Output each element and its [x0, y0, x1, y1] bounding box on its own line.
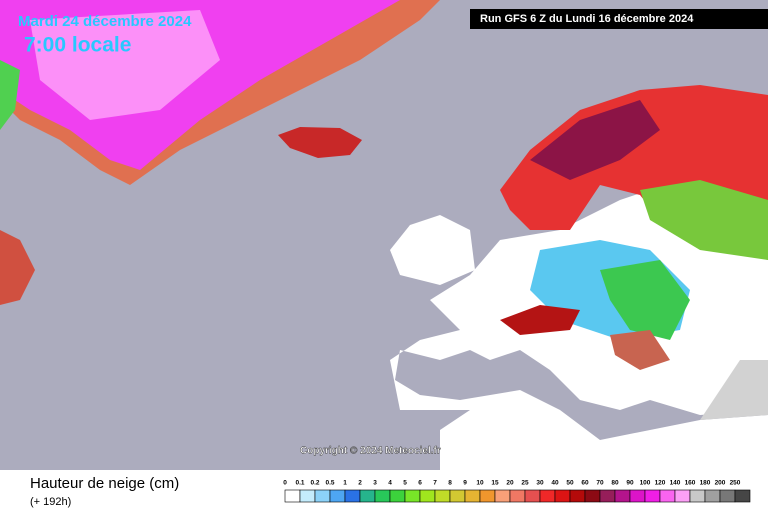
- legend-label: 140: [670, 480, 681, 487]
- legend-label: 80: [611, 480, 619, 487]
- legend-swatch: [629, 489, 646, 503]
- legend-swatch: [314, 489, 331, 503]
- legend-label: 0.1: [295, 480, 304, 487]
- legend-label: 8: [448, 480, 452, 487]
- legend-swatch: [569, 489, 586, 503]
- legend-label: 25: [521, 480, 529, 487]
- footer-lead: (+ 192h): [30, 496, 71, 508]
- legend-swatch: [299, 489, 316, 503]
- legend-swatch: [479, 489, 496, 503]
- legend-swatch: [344, 489, 361, 503]
- legend-label: 250: [730, 480, 741, 487]
- legend-label: 7: [433, 480, 437, 487]
- legend-label: 180: [700, 480, 711, 487]
- legend-label: 120: [655, 480, 666, 487]
- baltic-snow: [640, 180, 768, 260]
- legend-label: 4: [388, 480, 392, 487]
- iceland: [278, 127, 362, 158]
- britain: [390, 215, 475, 285]
- copyright: Copyright © 2024 Meteociel.fr: [300, 446, 441, 457]
- legend-swatch: [419, 489, 436, 503]
- legend-swatch: [734, 489, 751, 503]
- legend-label: 40: [551, 480, 559, 487]
- footer-title: Hauteur de neige (cm): [30, 475, 179, 492]
- legend-swatch: [539, 489, 556, 503]
- run: Run GFS 6 Z du Lundi 16 décembre 2024: [480, 13, 694, 25]
- labrador: [0, 230, 35, 305]
- legend-label: 5: [403, 480, 407, 487]
- legend-label: 1: [343, 480, 347, 487]
- greenland-inner: [30, 10, 220, 120]
- legend-label: 90: [626, 480, 634, 487]
- legend-swatch: [404, 489, 421, 503]
- legend-swatch: [524, 489, 541, 503]
- legend-swatch: [449, 489, 466, 503]
- legend-swatch: [719, 489, 736, 503]
- legend-swatch: [644, 489, 661, 503]
- legend-label: 50: [566, 480, 574, 487]
- legend-swatch: [329, 489, 346, 503]
- legend-swatch: [554, 489, 571, 503]
- legend-swatch: [509, 489, 526, 503]
- legend-swatch: [689, 489, 706, 503]
- legend-swatch: [389, 489, 406, 503]
- turkey-snow: [700, 360, 768, 420]
- legend-swatch: [464, 489, 481, 503]
- legend-label: 10: [476, 480, 484, 487]
- legend-label: 0.2: [310, 480, 319, 487]
- legend-label: 0: [283, 480, 287, 487]
- alps: [500, 305, 580, 335]
- legend-label: 2: [358, 480, 362, 487]
- legend-swatch: [659, 489, 676, 503]
- legend-label: 9: [463, 480, 467, 487]
- legend-label: 60: [581, 480, 589, 487]
- legend-swatch: [434, 489, 451, 503]
- run-box: [470, 9, 768, 29]
- norway-mountains: [530, 100, 660, 180]
- legend-swatch: [599, 489, 616, 503]
- legend-swatch: [359, 489, 376, 503]
- east-snow: [600, 260, 690, 340]
- legend-label: 0.5: [325, 480, 334, 487]
- legend-label: 200: [715, 480, 726, 487]
- legend-swatch: [584, 489, 601, 503]
- canada: [0, 60, 20, 130]
- legend-label: 20: [506, 480, 514, 487]
- legend-label: 70: [596, 480, 604, 487]
- legend: 0 0.1 0.2 0.5 1 2 3 4 5 6 7 8 9 10 15 20 25 30 40 50 60 70 80 9…: [283, 480, 751, 503]
- legend-swatch: [704, 489, 721, 503]
- legend-swatch: [614, 489, 631, 503]
- legend-label: 30: [536, 480, 544, 487]
- date: Mardi 24 décembre 2024: [18, 13, 192, 30]
- legend-label: 15: [491, 480, 499, 487]
- legend-swatch: [494, 489, 511, 503]
- legend-swatch: [374, 489, 391, 503]
- legend-label: 100: [640, 480, 651, 487]
- balkans: [610, 330, 670, 370]
- legend-label: 6: [418, 480, 422, 487]
- legend-label: 160: [685, 480, 696, 487]
- legend-swatch: [674, 489, 691, 503]
- legend-label: 3: [373, 480, 377, 487]
- legend-swatch: [284, 489, 301, 503]
- time: 7:00 locale: [24, 34, 131, 57]
